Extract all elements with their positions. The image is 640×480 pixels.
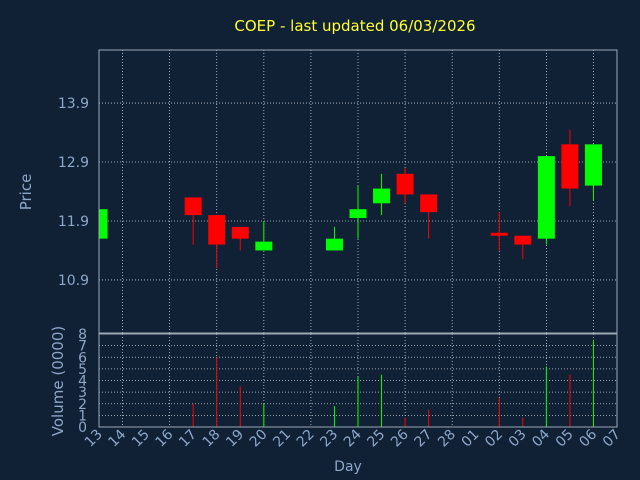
x-tick-label: 06 — [576, 426, 600, 450]
candle-body — [255, 241, 273, 251]
volume-tick-label: 7 — [78, 339, 87, 355]
candle-body — [99, 209, 108, 239]
volume-bars — [192, 339, 594, 427]
x-tick-label: 04 — [529, 426, 553, 450]
x-tick-label: 01 — [459, 427, 483, 451]
x-tick-label: 20 — [247, 427, 271, 451]
price-candles — [98, 129, 602, 269]
price-tick-label: 12.9 — [58, 155, 89, 171]
price-panel-frame — [98, 49, 618, 334]
x-tick-label: 22 — [294, 427, 318, 451]
candle-body — [514, 235, 532, 245]
price-y-ticks: 10.9 11.9 12.9 13.9 — [58, 96, 89, 289]
x-tick-label: 05 — [553, 427, 577, 451]
candle-body — [231, 226, 249, 239]
volume-tick-label: 3 — [78, 385, 87, 401]
candle-body — [184, 197, 202, 216]
x-tick-label: 27 — [412, 427, 436, 451]
candle-body — [420, 194, 438, 213]
candle-body — [490, 232, 508, 236]
x-tick-label: 24 — [341, 426, 365, 450]
volume-tick-label: 5 — [78, 362, 87, 378]
x-tick-label: 15 — [129, 427, 153, 451]
x-tick-label: 18 — [200, 427, 224, 451]
price-tick-label: 13.9 — [58, 96, 89, 112]
x-tick-label: 21 — [270, 427, 294, 451]
volume-tick-label: 0 — [78, 420, 87, 436]
volume-tick-label: 1 — [78, 408, 87, 424]
x-axis-label: Day — [334, 459, 362, 475]
volume-tick-label: 6 — [78, 350, 87, 366]
candle-body — [561, 144, 579, 189]
volume-axis-label: Volume (0000) — [49, 326, 67, 436]
x-tick-label: 07 — [600, 427, 624, 451]
volume-tick-label: 8 — [78, 327, 87, 343]
price-axis-label: Price — [17, 174, 35, 211]
candle-body — [584, 144, 602, 186]
x-tick-label: 02 — [482, 427, 506, 451]
volume-panel-frame — [98, 333, 618, 428]
x-tick-label: 14 — [105, 426, 129, 450]
candle-body — [325, 238, 343, 251]
candle-body — [373, 188, 391, 204]
x-tick-label: 16 — [153, 426, 177, 450]
x-tick-label: 28 — [435, 427, 459, 451]
volume-tick-label: 2 — [78, 397, 87, 413]
price-tick-label: 10.9 — [58, 273, 89, 289]
x-tick-label: 03 — [506, 427, 530, 451]
candle-body — [396, 173, 414, 195]
x-tick-label: 25 — [364, 427, 388, 451]
candle-body — [349, 209, 367, 219]
x-tick-label: 26 — [388, 426, 412, 450]
candle-body — [537, 156, 555, 239]
chart-title: COEP - last updated 06/03/2026 — [234, 17, 475, 35]
x-tick-label: 23 — [317, 427, 341, 451]
x-tick-label: 19 — [223, 427, 247, 451]
volume-tick-label: 4 — [78, 374, 87, 390]
x-tick-label: 17 — [176, 427, 200, 451]
price-tick-label: 11.9 — [58, 214, 89, 230]
x-axis-ticks: 13 14 15 16 17 18 19 20 21 22 23 24 25 26 27 28 01 02 03 04… — [82, 426, 624, 450]
candle-body — [208, 215, 226, 245]
